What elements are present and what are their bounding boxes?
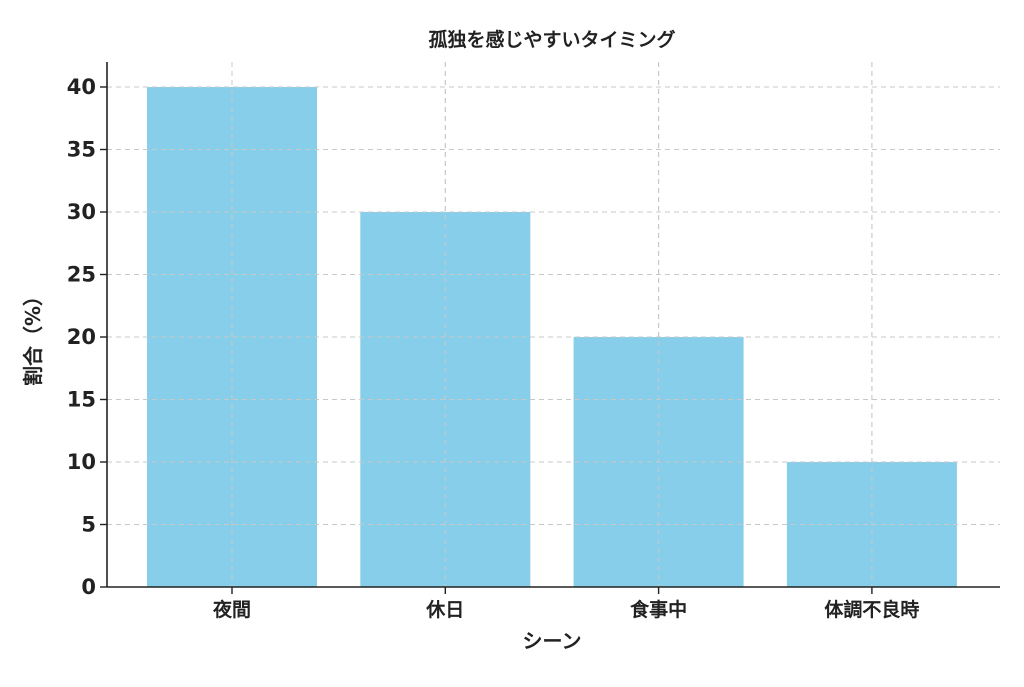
y-axis-label: 割合（%） <box>21 286 45 386</box>
axes <box>100 62 1000 594</box>
y-tick-label: 10 <box>67 450 96 474</box>
bars <box>107 62 1000 588</box>
chart-title: 孤独を感じやすいタイミング <box>428 28 675 51</box>
y-tick-label: 20 <box>67 325 96 349</box>
labels: 孤独を感じやすいタイミング シーン 割合（%） 0 5 10 15 20 25 30 35 40… <box>21 28 919 653</box>
x-tick-label: 食事中 <box>630 598 687 621</box>
x-tick-label: 休日 <box>425 599 464 621</box>
y-tick-label: 25 <box>67 263 96 287</box>
y-tick-label: 30 <box>67 200 96 224</box>
y-tick-label: 0 <box>81 575 96 599</box>
x-axis-label: シーン <box>523 629 582 653</box>
y-tick-label: 15 <box>67 388 96 412</box>
y-tick-label: 40 <box>67 75 96 99</box>
x-tick-label: 夜間 <box>212 598 251 621</box>
x-tick-label: 体調不良時 <box>824 598 919 621</box>
y-tick-label: 35 <box>67 138 96 162</box>
y-tick-label: 5 <box>81 513 96 537</box>
